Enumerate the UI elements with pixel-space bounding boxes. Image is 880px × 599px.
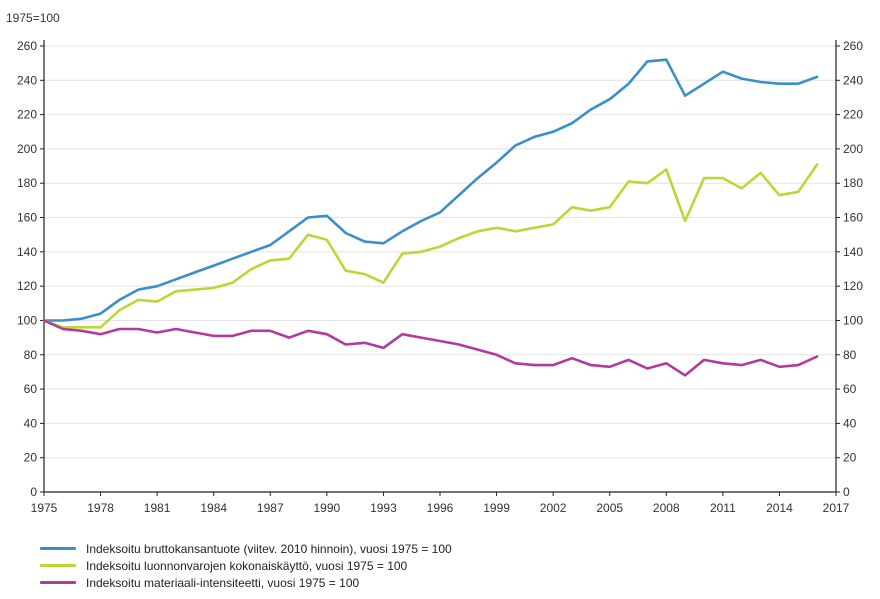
y-tick-label-right: 140	[843, 245, 863, 259]
y-tick-label-left: 20	[24, 451, 38, 465]
legend-swatch-gdp	[40, 547, 76, 550]
y-tick-label-left: 40	[24, 416, 38, 430]
x-tick-label: 1975	[31, 501, 58, 515]
y-tick-label-right: 200	[843, 142, 863, 156]
y-tick-label-right: 0	[843, 485, 850, 499]
y-tick-label-left: 180	[17, 176, 37, 190]
legend-label-gdp: Indeksoitu bruttokansantuote (viitev. 20…	[86, 541, 452, 556]
legend-swatch-intensity	[40, 581, 76, 584]
x-tick-label: 2005	[596, 501, 623, 515]
y-tick-label-left: 220	[17, 108, 37, 122]
x-tick-label: 2011	[710, 501, 736, 515]
legend-item-intensity: Indeksoitu materiaali-intensiteetti, vuo…	[40, 574, 452, 591]
y-tick-label-right: 40	[843, 416, 857, 430]
y-tick-label-right: 80	[843, 348, 857, 362]
y-tick-label-right: 220	[843, 108, 863, 122]
axes	[40, 40, 840, 496]
y-tick-label-right: 20	[843, 451, 857, 465]
gridlines	[44, 45, 836, 459]
y-tick-label-left: 100	[17, 313, 37, 327]
y-tick-label-right: 180	[843, 176, 863, 190]
x-tick-label: 2008	[653, 501, 680, 515]
series-line-intensity	[42, 319, 819, 377]
y-tick-label-right: 260	[843, 39, 863, 53]
y-tick-label-right: 240	[843, 73, 863, 87]
y-tick-labels-right: 0 20 40 60 80 100 120 140 160 180 200 220 240 260	[843, 39, 863, 499]
series-line-resources	[42, 163, 819, 329]
y-tick-label-right: 160	[843, 211, 863, 225]
y-tick-label-left: 240	[17, 73, 37, 87]
legend: Indeksoitu bruttokansantuote (viitev. 20…	[40, 540, 452, 591]
x-tick-label: 2014	[766, 501, 793, 515]
y-unit-label: 1975=100	[6, 11, 60, 25]
y-tick-label-left: 120	[17, 279, 37, 293]
y-tick-label-right: 60	[843, 382, 857, 396]
y-tick-label-left: 0	[30, 485, 37, 499]
legend-label-intensity: Indeksoitu materiaali-intensiteetti, vuo…	[86, 575, 360, 590]
x-tick-label: 1987	[257, 501, 284, 515]
x-tick-labels: 1975 1978 1981 1984 1987 1990 1993 1996 1999 2002…	[31, 501, 850, 515]
legend-swatch-resources	[40, 564, 76, 567]
series-line-gdp	[42, 58, 819, 322]
x-tick-label: 1999	[483, 501, 510, 515]
x-tick-label: 2002	[540, 501, 567, 515]
y-tick-label-left: 260	[17, 39, 37, 53]
legend-item-gdp: Indeksoitu bruttokansantuote (viitev. 20…	[40, 540, 452, 557]
legend-label-resources: Indeksoitu luonnonvarojen kokonaiskäyttö…	[86, 558, 408, 573]
y-tick-labels-left: 0 20 40 60 80 100 120 140 160 180 200 220 240 260	[17, 39, 37, 499]
y-tick-label-left: 140	[17, 245, 37, 259]
y-tick-label-right: 120	[843, 279, 863, 293]
x-tick-label: 1978	[87, 501, 114, 515]
y-tick-label-right: 100	[843, 313, 863, 327]
x-tick-label: 1996	[427, 501, 454, 515]
series-lines	[42, 58, 819, 377]
y-tick-label-left: 200	[17, 142, 37, 156]
x-tick-label: 2017	[823, 501, 850, 515]
x-tick-label: 1990	[314, 501, 341, 515]
y-tick-label-left: 160	[17, 211, 37, 225]
x-tick-label: 1993	[370, 501, 397, 515]
legend-item-resources: Indeksoitu luonnonvarojen kokonaiskäyttö…	[40, 557, 452, 574]
y-tick-label-left: 80	[24, 348, 38, 362]
x-tick-label: 1984	[200, 501, 227, 515]
x-tick-label: 1981	[144, 501, 171, 515]
y-tick-label-left: 60	[24, 382, 38, 396]
